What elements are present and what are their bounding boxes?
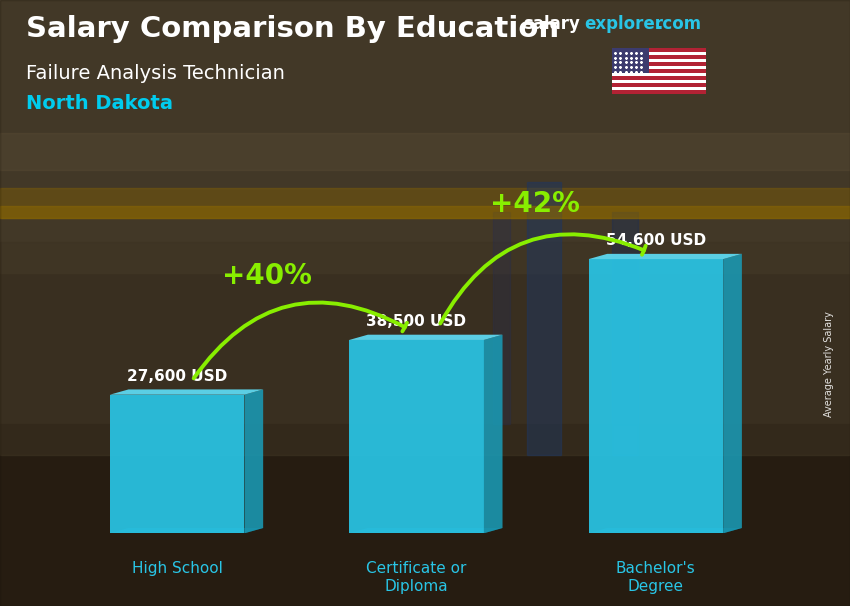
Bar: [612, 212, 638, 454]
Bar: [612, 48, 649, 73]
Text: Average Yearly Salary: Average Yearly Salary: [824, 311, 834, 416]
Polygon shape: [349, 340, 484, 533]
Bar: [612, 59, 706, 62]
Bar: [612, 87, 706, 90]
Text: Salary Comparison By Education: Salary Comparison By Education: [26, 15, 558, 43]
Text: 38,500 USD: 38,500 USD: [366, 314, 467, 329]
Text: High School: High School: [132, 561, 223, 576]
Text: .com: .com: [656, 15, 701, 33]
Polygon shape: [588, 259, 723, 533]
Text: explorer: explorer: [584, 15, 663, 33]
Text: Failure Analysis Technician: Failure Analysis Technician: [26, 64, 285, 82]
Bar: [612, 84, 706, 87]
Bar: [0, 0, 850, 273]
Text: 27,600 USD: 27,600 USD: [127, 368, 227, 384]
Polygon shape: [110, 390, 264, 395]
Bar: [0, 424, 850, 606]
Bar: [612, 80, 706, 84]
Text: Bachelor's
Degree: Bachelor's Degree: [616, 561, 696, 594]
Bar: [612, 70, 706, 73]
Bar: [612, 52, 706, 56]
Bar: [527, 182, 561, 454]
Polygon shape: [245, 390, 264, 533]
Bar: [493, 212, 510, 424]
Bar: [0, 188, 850, 218]
Bar: [612, 76, 706, 80]
Text: +40%: +40%: [222, 262, 311, 290]
Text: +42%: +42%: [490, 190, 580, 218]
Polygon shape: [723, 254, 742, 533]
Text: salary: salary: [523, 15, 580, 33]
Polygon shape: [110, 528, 264, 533]
Polygon shape: [349, 335, 502, 340]
Polygon shape: [588, 254, 742, 259]
Bar: [0, 206, 850, 218]
Bar: [612, 73, 706, 76]
Text: 54,600 USD: 54,600 USD: [606, 233, 706, 248]
Polygon shape: [349, 528, 502, 533]
Bar: [0, 242, 850, 454]
Polygon shape: [484, 335, 502, 533]
Bar: [612, 66, 706, 70]
Text: Certificate or
Diploma: Certificate or Diploma: [366, 561, 467, 594]
Bar: [612, 48, 706, 52]
Polygon shape: [588, 528, 742, 533]
Bar: [0, 133, 850, 170]
Polygon shape: [110, 395, 245, 533]
Bar: [612, 90, 706, 94]
Bar: [612, 56, 706, 59]
Text: North Dakota: North Dakota: [26, 94, 173, 113]
Bar: [612, 62, 706, 66]
